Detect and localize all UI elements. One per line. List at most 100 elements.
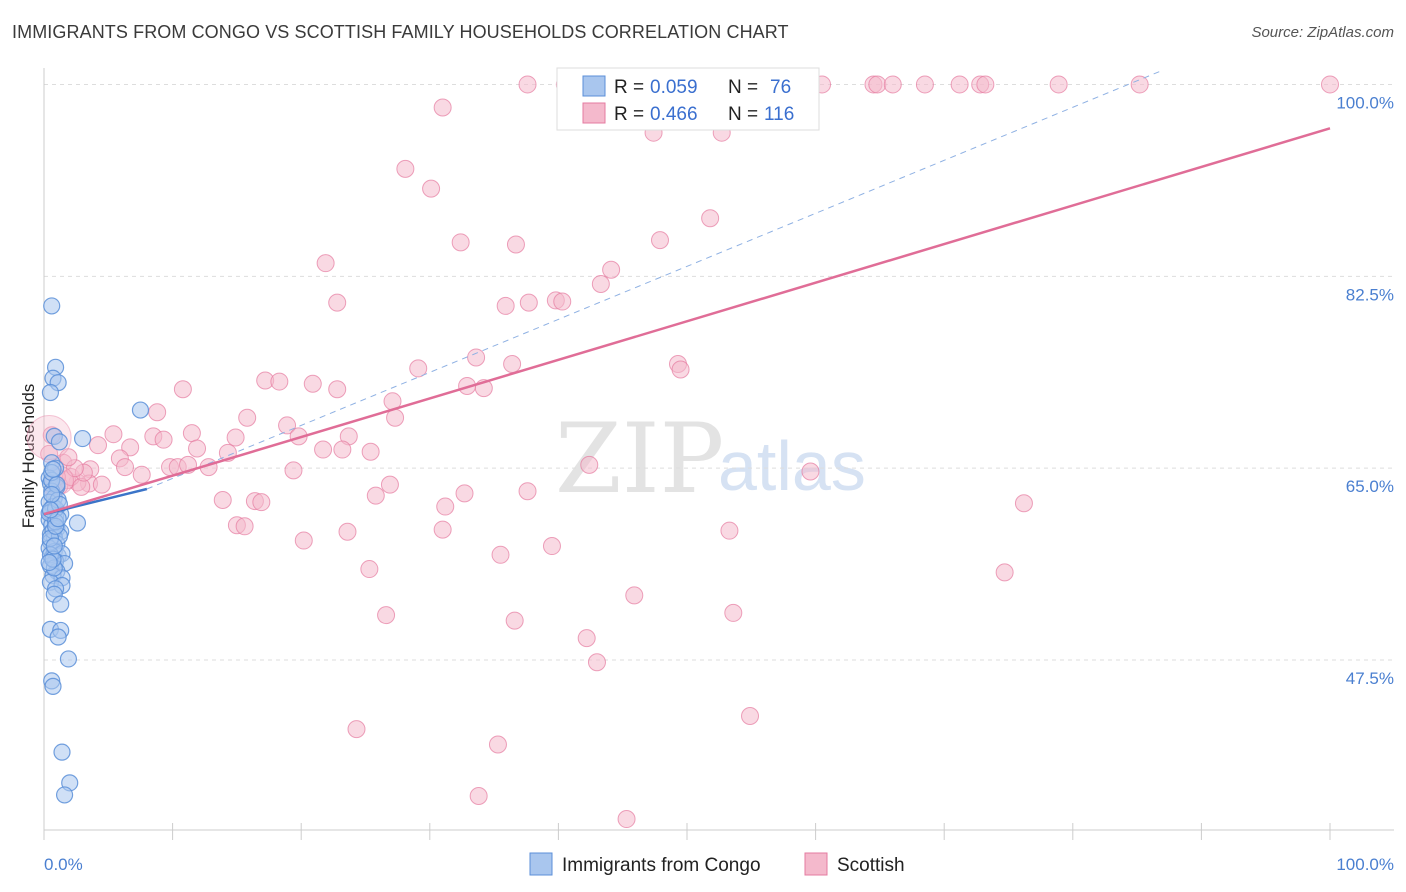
scottish-point <box>213 490 232 509</box>
scottish-point <box>580 455 599 474</box>
x-tick-label-min: 0.0% <box>44 855 83 874</box>
scottish-point <box>505 611 524 630</box>
scottish-point <box>132 465 151 484</box>
scottish-point <box>587 653 606 672</box>
scottish-point <box>188 439 207 458</box>
legend-r-value-2: 0.466 <box>650 104 698 125</box>
legend-n-label-1: N = <box>728 77 758 98</box>
scottish-point <box>467 348 486 367</box>
scottish-point <box>671 360 690 379</box>
bottom-legend-swatch-scottish <box>804 852 828 876</box>
scottish-point <box>801 462 820 481</box>
scottish-point <box>284 461 303 480</box>
congo-point <box>55 786 74 804</box>
congo-point <box>43 297 61 315</box>
scottish-point <box>491 545 510 564</box>
legend-r-value-1: 0.059 <box>650 77 698 98</box>
scottish-point <box>976 75 995 94</box>
correlation-legend: R = 0.059 N = 76 R = 0.466 N = 116 <box>556 67 820 131</box>
chart-source: Source: ZipAtlas.com <box>1251 24 1394 41</box>
scottish-point <box>1130 75 1149 94</box>
congo-point <box>45 537 63 555</box>
y-tick-label: 47.5% <box>1346 669 1394 688</box>
scottish-point <box>577 629 596 648</box>
congo-point <box>40 553 58 572</box>
scottish-point <box>89 436 108 455</box>
scottish-point <box>883 75 902 94</box>
scottish-point <box>333 440 352 459</box>
congo-trend-extension <box>146 69 1164 490</box>
scottish-point <box>294 531 313 550</box>
scottish-point <box>1049 75 1068 94</box>
congo-point <box>68 514 87 532</box>
y-tick-label: 65.0% <box>1346 477 1394 496</box>
scottish-point <box>433 98 452 117</box>
scottish-point <box>995 563 1014 582</box>
scottish-point <box>173 380 192 399</box>
legend-n-value-1: 76 <box>770 77 791 98</box>
y-axis-tick-labels: 47.5% 65.0% 82.5% 100.0% <box>1336 93 1394 688</box>
y-axis-label: Family Households <box>19 384 38 529</box>
scottish-point <box>436 497 455 516</box>
scottish-point <box>741 706 760 725</box>
scottish-point <box>915 75 934 94</box>
congo-point <box>52 595 70 613</box>
congo-points <box>40 297 150 804</box>
scottish-point <box>868 75 887 94</box>
scottish-point <box>380 475 399 494</box>
congo-point <box>53 743 71 761</box>
scottish-point <box>361 442 380 461</box>
scottish-point <box>650 231 669 250</box>
scottish-point <box>377 606 396 625</box>
scottish-point <box>338 522 357 541</box>
scottish-point <box>553 292 572 311</box>
congo-point <box>49 628 67 646</box>
scottish-point <box>1014 494 1033 513</box>
scottish-point <box>422 179 441 198</box>
legend-r-label-1: R = <box>614 77 644 98</box>
scottish-point <box>270 372 289 391</box>
scottish-point <box>59 448 78 467</box>
scottish-point <box>950 75 969 94</box>
scottish-trend-line <box>43 127 1331 516</box>
scottish-point <box>451 233 470 252</box>
scottish-point <box>455 484 474 503</box>
congo-point <box>59 650 78 668</box>
scottish-point <box>314 440 333 459</box>
scottish-point <box>182 424 201 443</box>
y-tick-label: 100.0% <box>1336 93 1394 112</box>
scottish-point <box>488 735 507 754</box>
scottish-point <box>701 209 720 228</box>
scottish-point <box>366 486 385 505</box>
congo-point <box>50 433 69 451</box>
x-axis-ticks <box>43 823 1331 840</box>
legend-n-label-2: N = <box>728 104 758 125</box>
legend-n-value-2: 116 <box>764 104 794 125</box>
congo-point <box>73 429 92 448</box>
scottish-point <box>328 293 347 312</box>
scottish-point <box>252 493 271 512</box>
congo-point <box>44 460 62 478</box>
scottish-point <box>1321 75 1339 94</box>
series-legend: Immigrants from Congo Scottish <box>529 852 905 876</box>
watermark-zip: ZIP <box>555 403 724 515</box>
legend-r-label-2: R = <box>614 104 644 125</box>
scottish-point <box>92 475 111 494</box>
scottish-point <box>148 403 167 422</box>
scottish-point <box>720 521 739 540</box>
scottish-point <box>518 75 537 94</box>
scottish-point <box>409 359 428 378</box>
scottish-point <box>469 787 488 806</box>
scottish-point <box>506 235 525 254</box>
scottish-point <box>542 537 561 556</box>
scottish-point <box>328 380 347 399</box>
scottish-point <box>724 603 743 622</box>
scottish-point <box>226 428 245 447</box>
bottom-legend-swatch-congo <box>529 852 553 876</box>
scottish-point <box>518 482 537 501</box>
watermark-atlas: atlas <box>718 427 866 505</box>
scottish-point <box>347 720 366 739</box>
scottish-point <box>116 458 135 477</box>
chart-title: IMMIGRANTS FROM CONGO VS SCOTTISH FAMILY… <box>12 22 789 42</box>
